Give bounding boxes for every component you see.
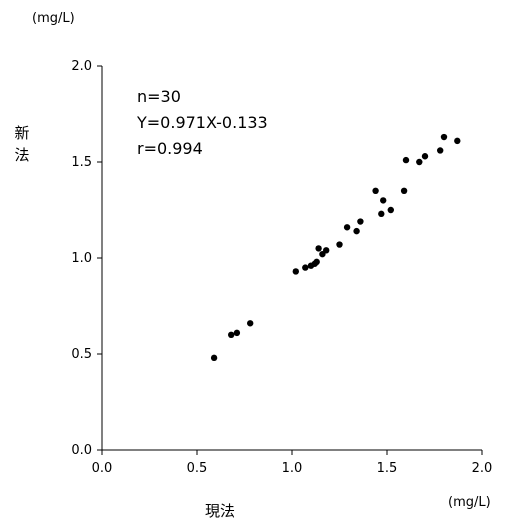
data-point [454, 137, 461, 145]
data-point [440, 133, 448, 141]
y-tick-label: 1.0 [71, 251, 92, 266]
data-point [343, 224, 351, 231]
data-point [437, 147, 444, 154]
data-point [357, 218, 364, 225]
data-point [421, 153, 429, 160]
data-point [292, 268, 299, 275]
data-point [302, 264, 309, 271]
axis-ticks: 0.0 0.5 1.0 1.5 2.0 0.0 0.5 1.0 1.5 2.0 [71, 59, 492, 476]
y-axis-title: 新法 [14, 124, 29, 164]
x-unit-label: (mg/L) [448, 495, 491, 510]
y-unit-label: (mg/L) [32, 11, 75, 26]
data-point [313, 258, 320, 266]
data-point [228, 331, 235, 338]
y-tick-label: 0.0 [71, 443, 92, 458]
data-point [323, 247, 330, 254]
data-point [372, 187, 379, 194]
data-point [387, 206, 394, 214]
x-tick-label: 1.0 [282, 461, 303, 476]
data-point [400, 187, 408, 194]
correlation-coefficient: r=0.994 [137, 139, 203, 158]
data-point [247, 320, 254, 327]
y-axis-title-char: 新 [14, 124, 29, 142]
y-axis-title-char: 法 [14, 146, 29, 164]
data-point [353, 227, 360, 235]
data-point [378, 210, 385, 218]
data-points [210, 133, 461, 362]
data-point [315, 245, 322, 252]
data-point [402, 156, 410, 164]
x-tick-label: 0.5 [187, 461, 208, 476]
data-point [336, 241, 343, 248]
data-point [380, 197, 387, 204]
y-tick-label: 1.5 [71, 155, 92, 170]
x-tick-label: 0.0 [92, 461, 113, 476]
data-point [233, 329, 241, 337]
x-tick-label: 1.5 [377, 461, 398, 476]
data-point [210, 354, 218, 362]
x-tick-label: 2.0 [472, 461, 493, 476]
y-tick-label: 0.5 [71, 347, 92, 362]
data-point [416, 158, 423, 166]
y-tick-label: 2.0 [71, 59, 92, 74]
stat-n-label: n=30 [137, 87, 181, 106]
regression-equation: Y=0.971X-0.133 [136, 113, 268, 132]
x-axis-title: 現法 [205, 502, 235, 520]
